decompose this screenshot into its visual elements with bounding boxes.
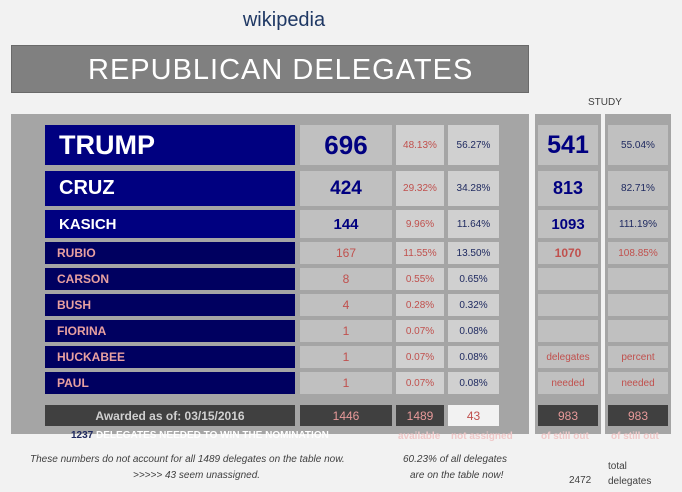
page-title: REPUBLICAN DELEGATES	[11, 45, 529, 93]
pct-awarded-bush: 0.28%	[396, 294, 444, 316]
pct-assigned-huckabee: 0.08%	[448, 346, 499, 368]
pct-assigned-kasich: 11.64%	[448, 210, 499, 238]
pct-awarded-carson: 0.55%	[396, 268, 444, 290]
pct-assigned-bush: 0.32%	[448, 294, 499, 316]
delegates-fiorina: 1	[300, 320, 392, 342]
pct-assigned-cruz: 34.28%	[448, 171, 499, 206]
still-out-label: of still out	[541, 431, 589, 442]
study-total-percent: 983	[608, 405, 668, 426]
total-delegates-label: delegates	[608, 476, 652, 487]
delegates-trump: 696	[300, 125, 392, 165]
study-blank-cell	[538, 294, 598, 316]
pct-assigned-trump: 56.27%	[448, 125, 499, 165]
study-blank-cell	[608, 294, 668, 316]
delegates-rubio: 167	[300, 242, 392, 264]
candidate-name-kasich: KASICH	[45, 210, 295, 238]
needed-cruz: 813	[538, 171, 598, 206]
pct-awarded-kasich: 9.96%	[396, 210, 444, 238]
needed-to-win-text: DELEGATES NEEDED TO WIN THE NOMINATION	[96, 430, 329, 441]
still-out-label: of still out	[611, 431, 659, 442]
study-total-delegates: 983	[538, 405, 598, 426]
total-delegates-number: 2472	[569, 475, 592, 486]
needed-pct-cruz: 82.71%	[608, 171, 668, 206]
study-blank-cell	[538, 268, 598, 290]
candidate-name-fiorina: FIORINA	[45, 320, 295, 342]
pct-assigned-fiorina: 0.08%	[448, 320, 499, 342]
study-note-needed: needed	[538, 372, 598, 394]
pct-awarded-huckabee: 0.07%	[396, 346, 444, 368]
candidate-name-huckabee: HUCKABEE	[45, 346, 295, 368]
total-awarded: 1446	[300, 405, 392, 426]
not-assigned-label: not assigned	[451, 431, 513, 442]
study-blank-cell	[538, 320, 598, 342]
needed-pct-rubio: 108.85%	[608, 242, 668, 264]
delegates-huckabee: 1	[300, 346, 392, 368]
needed-trump: 541	[538, 125, 598, 165]
pct-assigned-carson: 0.65%	[448, 268, 499, 290]
note-mid-line1: 60.23% of all delegates	[403, 454, 507, 465]
study-note-delegates: delegates	[538, 346, 598, 368]
pct-awarded-trump: 48.13%	[396, 125, 444, 165]
study-label: STUDY	[588, 97, 622, 108]
note-left-line1: These numbers do not account for all 148…	[30, 454, 345, 465]
candidate-name-rubio: RUBIO	[45, 242, 295, 264]
candidate-name-trump: TRUMP	[45, 125, 295, 165]
candidate-name-carson: CARSON	[45, 268, 295, 290]
total-available: 1489	[396, 405, 444, 426]
note-left-line2: >>>>> 43 seem unassigned.	[133, 470, 261, 481]
delegates-cruz: 424	[300, 171, 392, 206]
total-delegates-label: total	[608, 461, 627, 472]
delegates-bush: 4	[300, 294, 392, 316]
needed-pct-kasich: 111.19%	[608, 210, 668, 238]
study-blank-cell	[608, 268, 668, 290]
needed-pct-trump: 55.04%	[608, 125, 668, 165]
note-mid-line2: are on the table now!	[410, 470, 504, 481]
study-note-needed: needed	[608, 372, 668, 394]
pct-awarded-paul: 0.07%	[396, 372, 444, 394]
needed-rubio: 1070	[538, 242, 598, 264]
delegates-kasich: 144	[300, 210, 392, 238]
study-note-percent: percent	[608, 346, 668, 368]
pct-assigned-paul: 0.08%	[448, 372, 499, 394]
pct-awarded-cruz: 29.32%	[396, 171, 444, 206]
study-blank-cell	[608, 320, 668, 342]
pct-assigned-rubio: 13.50%	[448, 242, 499, 264]
site-label: wikipedia	[242, 9, 326, 31]
delegates-carson: 8	[300, 268, 392, 290]
candidate-name-cruz: CRUZ	[45, 171, 295, 206]
candidate-name-bush: BUSH	[45, 294, 295, 316]
delegates-paul: 1	[300, 372, 392, 394]
needed-to-win-label: 1237 DELEGATES NEEDED TO WIN THE NOMINAT…	[71, 430, 329, 441]
candidate-name-paul: PAUL	[45, 372, 295, 394]
total-not-assigned: 43	[448, 405, 499, 426]
pct-awarded-rubio: 11.55%	[396, 242, 444, 264]
available-label: available	[398, 431, 441, 442]
pct-awarded-fiorina: 0.07%	[396, 320, 444, 342]
needed-kasich: 1093	[538, 210, 598, 238]
needed-to-win-number: 1237	[71, 430, 94, 441]
awarded-date-label: Awarded as of: 03/15/2016	[45, 405, 295, 426]
